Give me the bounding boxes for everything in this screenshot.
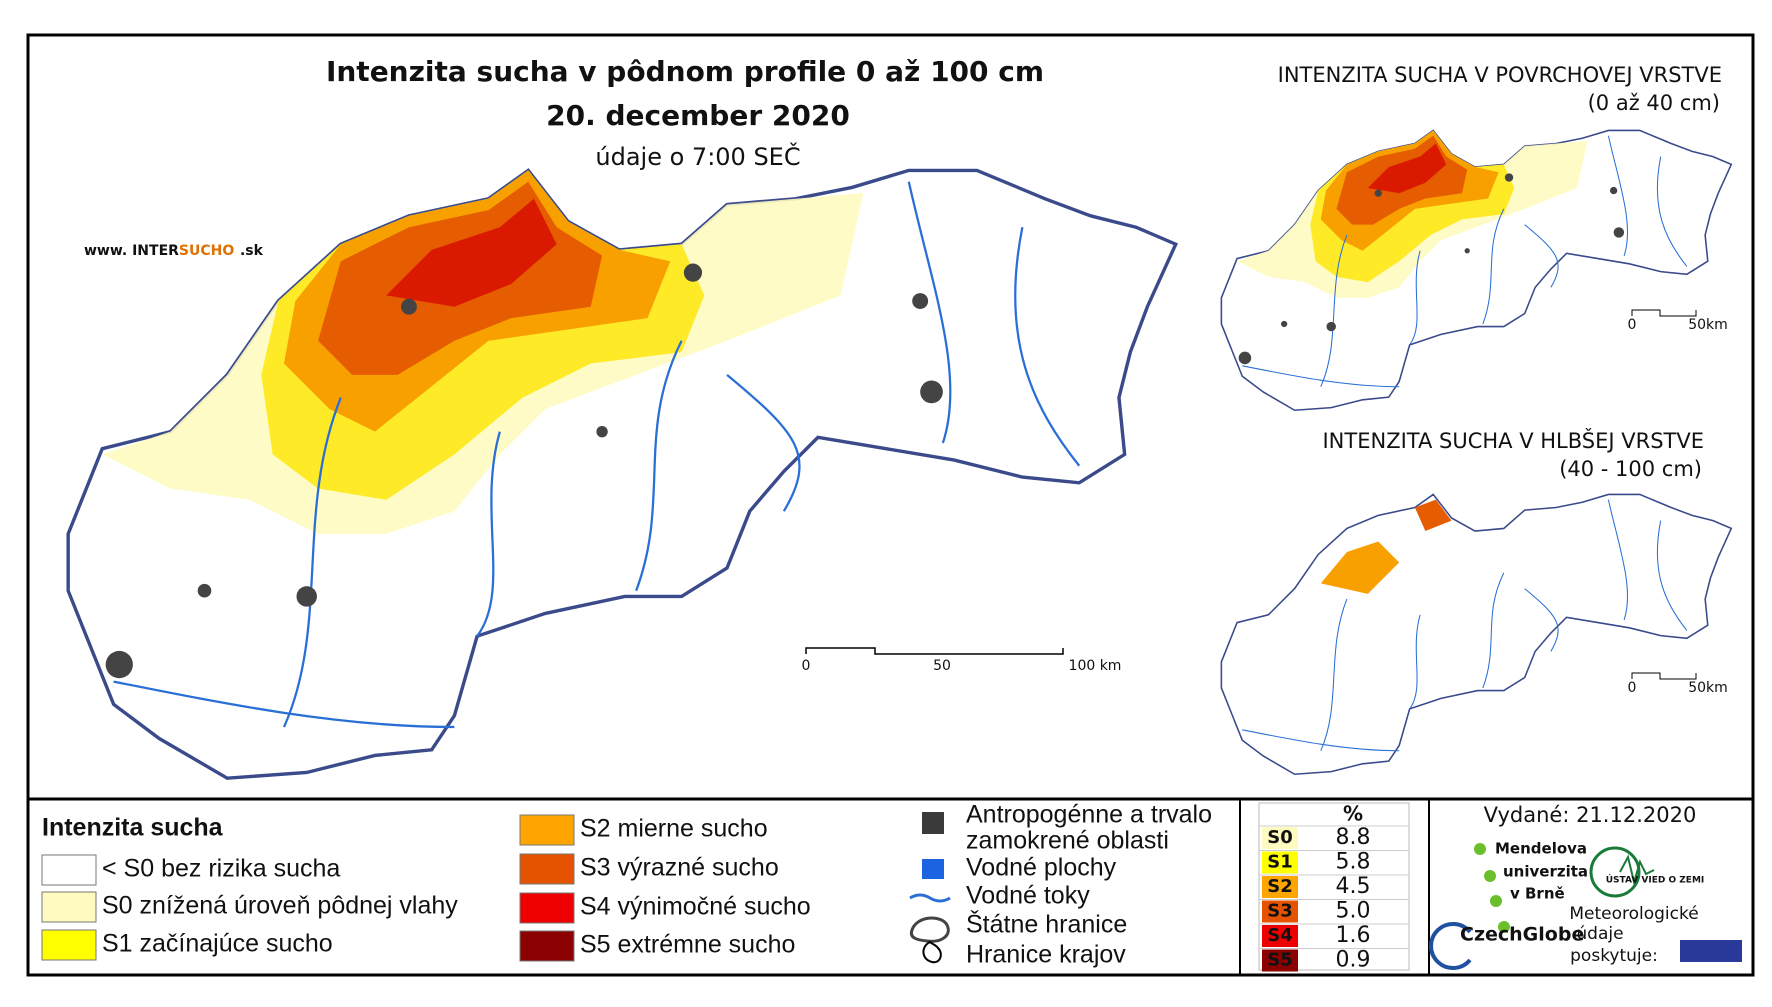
inset-title: INTENZITA SUCHA V HLBŠEJ VRSTVE	[1322, 428, 1704, 453]
frame	[26, 33, 1755, 977]
scale-label: 100 km	[1069, 658, 1122, 674]
date: 20. december 2020	[546, 99, 850, 132]
logo-text: údaje	[1576, 924, 1623, 944]
inset-scale	[1631, 672, 1697, 680]
table-percent: 5.8	[1336, 850, 1371, 875]
scale-label: 0	[1628, 317, 1637, 333]
table-cell	[1262, 949, 1298, 972]
logo-czechglobe: CzechGlobe	[1460, 924, 1584, 946]
logo-text: Meteorologické	[1569, 904, 1698, 924]
inset-title: INTENZITA SUCHA V POVRCHOVEJ VRSTVE	[1278, 63, 1722, 87]
table-cell	[1262, 876, 1298, 898]
legend-label: S3 výrazné sucho	[580, 854, 779, 882]
table-percent: 1.6	[1336, 923, 1371, 948]
map-legend-label: Vodné toky	[966, 882, 1090, 910]
website: www. INTERSUCHO .sk	[84, 243, 264, 259]
legend-title: Intenzita sucha	[42, 814, 224, 842]
inset-map-surface	[1221, 130, 1731, 410]
table-class: S0	[1267, 827, 1293, 848]
title: Intenzita sucha v pôdnom profile 0 až 10…	[326, 55, 1044, 88]
map-legend-label: Antropogénne a trvalo	[966, 801, 1212, 829]
inset-subtitle: (40 - 100 cm)	[1559, 457, 1702, 481]
table-class: S5	[1267, 950, 1293, 971]
table-percent: 4.5	[1336, 874, 1371, 899]
logos: Mendelova univerzita v Brně CzechGlobe Ú…	[1429, 840, 1742, 970]
table-cell	[1262, 900, 1298, 923]
map-legend-label: Štátne hranice	[966, 910, 1127, 939]
logo-text: poskytuje:	[1570, 946, 1658, 966]
legend-label: S2 mierne sucho	[580, 815, 768, 843]
stats-table: % S0 8.8 S1 5.8 S2 4.5 S3 5.0 S4 1.6 S5 0.9	[1258, 802, 1410, 973]
legend-swatch	[41, 929, 97, 961]
inset-map-deep	[1220, 493, 1733, 776]
legend: < S0 bez rizika sucha S0 znížená úroveň p…	[41, 814, 811, 962]
table-header: %	[1343, 802, 1363, 826]
inset-scale	[1631, 309, 1697, 317]
legend-label: S1 začínajúce sucho	[102, 930, 333, 958]
legend-swatch	[519, 853, 575, 885]
website-suffix: .sk	[240, 243, 264, 259]
legend-swatch	[41, 891, 97, 923]
subtitle: údaje o 7:00 SEČ	[595, 141, 800, 171]
map-legend-icons	[909, 812, 951, 964]
legend-swatch	[519, 892, 575, 924]
website-highlight: SUCHO	[179, 243, 234, 259]
legend-swatch	[41, 854, 97, 886]
table-class: S2	[1267, 876, 1293, 897]
legend-swatch	[519, 814, 575, 846]
logo-uvz: ÚSTAV VIED O ZEMI	[1606, 874, 1705, 886]
main-map	[68, 170, 1176, 778]
map-legend-label: Hranice krajov	[966, 941, 1126, 969]
legend-label: S0 znížená úroveň pôdnej vlahy	[102, 892, 458, 920]
scale-label: 0	[802, 658, 811, 674]
scale-label: 50km	[1688, 317, 1728, 333]
legend-swatch	[519, 930, 575, 962]
scale-label: 50km	[1688, 680, 1728, 696]
map-legend-label: zamokrené oblasti	[966, 827, 1169, 855]
table-class: S1	[1267, 852, 1293, 873]
legend-label: S5 extrémne sucho	[580, 931, 795, 959]
table-class: S4	[1267, 925, 1293, 946]
legend-label: S4 výnimočné sucho	[580, 893, 811, 921]
logo-text: Mendelova	[1495, 840, 1587, 858]
table-percent: 5.0	[1336, 899, 1371, 924]
scale-label: 0	[1628, 680, 1637, 696]
website-prefix: www. INTER	[84, 243, 179, 259]
legend-label: < S0 bez rizika sucha	[102, 855, 340, 883]
logo-text: v Brně	[1510, 885, 1565, 903]
main-scale	[805, 647, 1064, 655]
table-cell	[1262, 851, 1298, 874]
logo-text: univerzita	[1503, 863, 1588, 881]
table-class: S3	[1267, 901, 1293, 922]
table-cell	[1262, 925, 1298, 947]
inset-subtitle: (0 až 40 cm)	[1588, 91, 1720, 115]
scale-label: 50	[933, 658, 951, 674]
map-legend-label: Vodné plochy	[966, 854, 1117, 882]
table-cell	[1262, 827, 1298, 849]
table-percent: 8.8	[1336, 825, 1371, 850]
table-percent: 0.9	[1336, 948, 1371, 973]
issued: Vydané: 21.12.2020	[1484, 803, 1697, 827]
